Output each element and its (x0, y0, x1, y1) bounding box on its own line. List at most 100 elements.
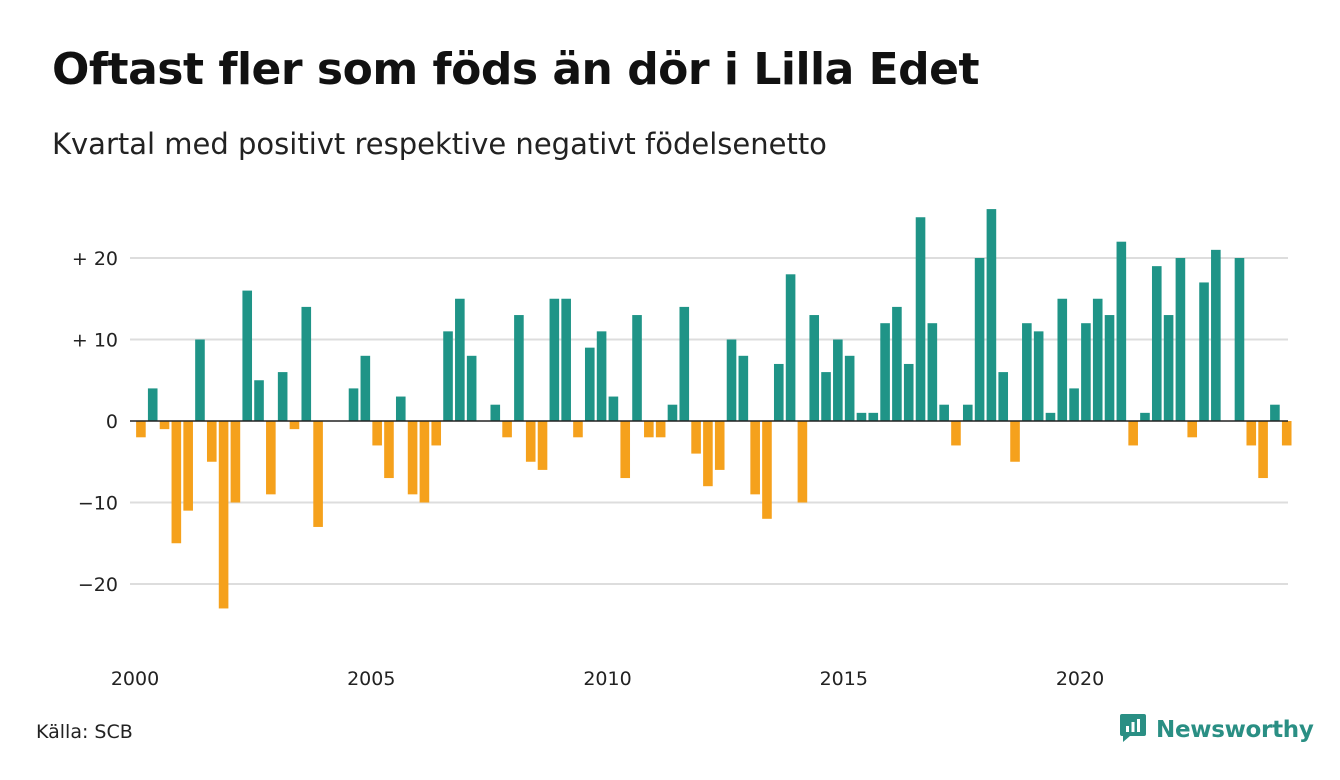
chart-title: Oftast fler som föds än dör i Lilla Edet (52, 44, 980, 95)
bar (395, 396, 406, 421)
bar (1057, 298, 1068, 421)
bar (1234, 258, 1245, 421)
bar (1187, 421, 1198, 438)
bar (514, 315, 524, 421)
bar (903, 363, 914, 421)
y-tick-label: −20 (78, 574, 118, 596)
x-tick-label: 2010 (583, 668, 631, 690)
bar (714, 421, 725, 470)
bar (289, 421, 300, 430)
bar (171, 421, 182, 544)
x-tick-label: 2000 (111, 668, 159, 690)
y-tick-label: −10 (78, 493, 118, 515)
bar (1045, 412, 1056, 421)
bar (1151, 266, 1162, 421)
bar (1140, 412, 1150, 421)
bars (136, 209, 1292, 609)
bar (1033, 331, 1044, 421)
bar (797, 421, 808, 503)
bar (455, 298, 465, 421)
bar (667, 404, 678, 421)
bar (407, 421, 418, 495)
bar (490, 404, 501, 421)
bar (372, 421, 382, 446)
bar (821, 372, 831, 421)
bar (998, 372, 1009, 421)
bar (431, 421, 442, 446)
x-tick-label: 2020 (1056, 668, 1104, 690)
bar (738, 355, 749, 421)
x-tick-label: 2015 (820, 668, 868, 690)
bar (703, 421, 713, 487)
bar (266, 421, 276, 495)
bar (573, 421, 583, 438)
bar (195, 339, 205, 421)
bar (856, 412, 867, 421)
bar (1022, 323, 1032, 421)
bar (1163, 315, 1174, 421)
bar (1116, 241, 1127, 421)
y-tick-label: 0 (106, 411, 118, 433)
bar (785, 274, 796, 421)
bar (762, 421, 772, 519)
bar (1270, 404, 1280, 421)
bar (915, 217, 926, 421)
bar (620, 421, 631, 479)
bar (833, 339, 843, 421)
bar (466, 355, 477, 421)
bar (561, 298, 571, 421)
bar (1081, 323, 1091, 421)
bar (1175, 258, 1186, 421)
bar (384, 421, 394, 479)
bar (254, 380, 264, 421)
bar (691, 421, 701, 454)
bar (443, 331, 453, 421)
bar (844, 355, 855, 421)
bar (1199, 282, 1209, 421)
bar (951, 421, 961, 446)
bar (537, 421, 548, 470)
bar (773, 363, 784, 421)
bar (632, 315, 642, 421)
bar (974, 258, 985, 421)
bar (1258, 421, 1268, 479)
brand-logo[interactable]: Newsworthy (1118, 712, 1314, 748)
bar (596, 331, 607, 421)
x-tick-label: 2005 (347, 668, 395, 690)
bar (880, 323, 890, 421)
bar (927, 323, 938, 421)
bar (206, 421, 217, 462)
bar (147, 388, 158, 421)
y-tick-label: + 10 (72, 330, 118, 352)
bar (809, 315, 820, 421)
y-axis-ticks: + 20 + 10 0 −10 −20 (72, 248, 118, 596)
bar (939, 404, 949, 421)
bar (313, 421, 323, 527)
bar (868, 412, 879, 421)
newsworthy-logo-icon (1118, 712, 1148, 748)
bar (1069, 388, 1079, 421)
bar (549, 298, 560, 421)
bar (348, 388, 359, 421)
bar (277, 372, 288, 421)
bar (1246, 421, 1257, 446)
bar (644, 421, 654, 438)
bar (502, 421, 512, 438)
x-axis-ticks: 2000 2005 2010 2015 2020 (111, 668, 1104, 690)
bar (301, 306, 312, 421)
bar (159, 421, 170, 430)
brand-name: Newsworthy (1156, 717, 1314, 743)
bar (183, 421, 193, 511)
bar (360, 355, 371, 421)
y-tick-label: + 20 (72, 248, 118, 270)
bar (136, 421, 146, 438)
bar (962, 404, 973, 421)
bar (242, 290, 253, 421)
bar (525, 421, 536, 462)
bar (750, 421, 760, 495)
bar (584, 347, 595, 421)
bar (726, 339, 737, 421)
bar (1010, 421, 1020, 462)
bar (679, 306, 690, 421)
bar (218, 421, 229, 609)
